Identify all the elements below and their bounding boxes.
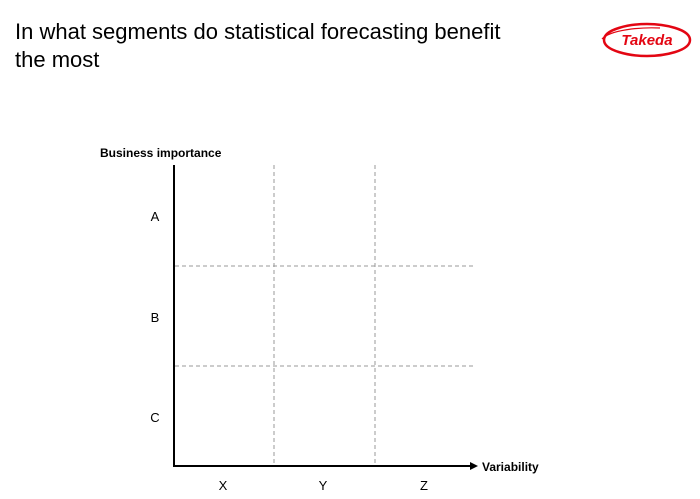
takeda-logo-icon: Takeda [601,22,692,58]
row-label-c: C [150,410,160,425]
row-label-b: B [150,310,160,325]
column-label-z: Z [420,478,428,493]
slide-title: In what segments do statistical forecast… [15,19,501,72]
x-axis-arrow-icon [470,462,478,470]
logo-text: Takeda [621,32,672,49]
column-label-x: X [218,478,228,493]
x-axis-title: Variability [482,460,539,474]
y-axis-title: Business importance [100,146,222,160]
column-label-y: Y [318,478,328,493]
row-label-a: A [150,209,160,224]
